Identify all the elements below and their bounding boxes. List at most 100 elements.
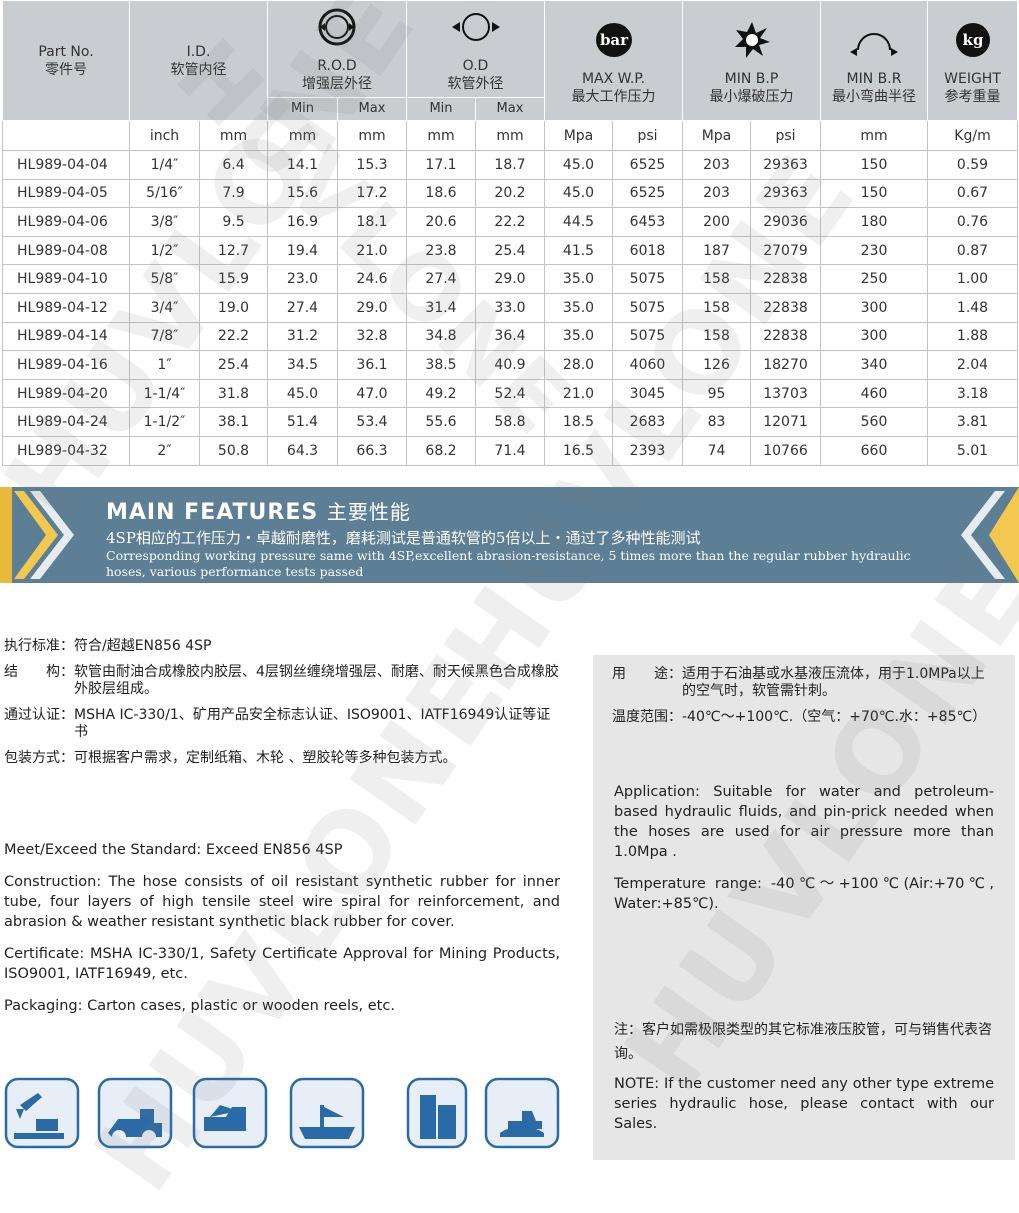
bend-icon — [850, 33, 898, 56]
header-cn: 软管内径 — [170, 61, 227, 78]
features-banner — [0, 487, 1019, 583]
table-cell: 158 — [682, 264, 751, 294]
unit-cell: Mpa — [544, 120, 613, 151]
table-cell: 32.8 — [337, 321, 407, 352]
item: 通过认证： MSHA IC-330/1、矿用产品安全标志认证、ISO9001、IA… — [4, 707, 560, 741]
table-cell: 74 — [682, 435, 751, 466]
table-cell: 5/16″ — [129, 178, 200, 209]
table-cell: 47.0 — [337, 378, 407, 409]
table-row: HL989-04-04 1/4″ 6.4 14.1 15.3 17.1 18.7 45.0 65… — [2, 150, 1018, 180]
part-no: HL989-04-12 — [2, 292, 130, 323]
icon-text: bar — [599, 31, 628, 49]
item-text: Suitable for water and petroleum-based h… — [614, 784, 995, 860]
item-label: Packaging: — [4, 998, 83, 1014]
subheader: Max — [337, 97, 407, 121]
table-cell: 29363 — [750, 150, 821, 180]
features-en: Corresponding working pressure same with… — [106, 548, 911, 579]
table-cell: 52.4 — [475, 378, 545, 409]
table-cell: 250 — [820, 264, 928, 294]
table-cell: 126 — [682, 350, 751, 380]
table-cell: 18.1 — [337, 207, 407, 237]
item-label: Application: — [614, 784, 700, 800]
item-label: Construction: — [4, 874, 102, 890]
table-cell: 2393 — [612, 435, 683, 466]
table-cell: 150 — [820, 150, 928, 180]
header-en: I.D. — [186, 43, 211, 60]
table-cell: 27.4 — [267, 292, 338, 323]
header-en: MAX W.P. — [581, 71, 646, 87]
table-cell: 58.8 — [475, 407, 545, 437]
header-cn: 最大工作压力 — [571, 89, 656, 105]
item-label: 通过认证： — [4, 707, 74, 723]
table-cell: 3045 — [612, 378, 683, 409]
table-cell: 22838 — [750, 264, 821, 294]
table-cell: 29.0 — [475, 264, 545, 294]
table-cell: 22.2 — [475, 207, 545, 237]
table-row: HL989-04-08 1/2″ 12.7 19.4 21.0 23.8 25.4 41.5 6… — [2, 235, 1018, 266]
table-cell: 5075 — [612, 264, 683, 294]
table-cell: 460 — [820, 378, 928, 409]
part-no: HL989-04-04 — [2, 150, 130, 180]
table-cell: 3/4″ — [129, 292, 200, 323]
table-body: inch mm mm mm mm mm Mpa psi Mpa psi mm Kg/m HL989-04… — [2, 120, 1018, 466]
table-cell: 29363 — [750, 178, 821, 209]
header-cn: 零件号 — [45, 61, 87, 78]
table-row: HL989-04-16 1″ 25.4 34.5 36.1 38.5 40.9 28.0 406… — [2, 350, 1018, 380]
table-cell: 45.0 — [544, 150, 613, 180]
table-cell: 660 — [820, 435, 928, 466]
left-cn: 执行标准： 符合/超越EN856 4SP 结 构： 软管由耐油合成橡胶内胶层、4层钢丝… — [4, 638, 560, 776]
table-cell: 5075 — [612, 292, 683, 323]
header-cn: 最小爆破压力 — [709, 89, 794, 105]
table-cell: 6525 — [612, 150, 683, 180]
table-cell: 21.0 — [544, 378, 613, 409]
table-cell: 5/8″ — [129, 264, 200, 294]
table-cell: 2.04 — [927, 350, 1018, 380]
table-cell: 560 — [820, 407, 928, 437]
table-cell: 68.2 — [406, 435, 476, 466]
part-no: HL989-04-24 — [2, 407, 130, 437]
table-cell: 35.0 — [544, 292, 613, 323]
table-cell: 49.2 — [406, 378, 476, 409]
table-cell: 19.0 — [199, 292, 268, 323]
table-cell: 187 — [682, 235, 751, 266]
rod-icon — [318, 8, 356, 46]
subheader: Max — [475, 97, 545, 121]
item-label: 用 途： — [612, 666, 682, 682]
table-cell: 34.5 — [267, 350, 338, 380]
right-box — [593, 655, 1015, 1160]
unit-cell: psi — [612, 120, 683, 151]
paragraph: Application: Suitable for water and petr… — [614, 782, 994, 862]
table-cell: 1-1/2″ — [129, 407, 200, 437]
item-label: 温度范围： — [612, 709, 682, 725]
table-row: HL989-04-05 5/16″ 7.9 15.6 17.2 18.6 20.2 45.0 6… — [2, 178, 1018, 209]
table-cell: 41.5 — [544, 235, 613, 266]
table-cell: 15.6 — [267, 178, 338, 209]
header-en: O.D — [462, 58, 489, 74]
item-text: 软管由耐油合成橡胶内胶层、4层钢丝缠绕增强层、耐磨、耐天候黑色合成橡胶外胶层组成… — [74, 664, 559, 697]
table-cell: 1.48 — [927, 292, 1018, 323]
unit-cell: mm — [337, 120, 407, 151]
table-cell: 18.5 — [544, 407, 613, 437]
table-cell: 27.4 — [406, 264, 476, 294]
note-en: NOTE: If the customer need any other typ… — [614, 1076, 994, 1132]
item-text: 可根据客户需求，定制纸箱、木轮 、塑胶轮等多种包装方式。 — [74, 750, 457, 766]
table-cell: 95 — [682, 378, 751, 409]
item-label: 包装方式： — [4, 750, 74, 766]
part-no: HL989-04-06 — [2, 207, 130, 237]
kg-icon: kg — [955, 23, 990, 57]
table-cell: 1.88 — [927, 321, 1018, 352]
table-cell: 31.4 — [406, 292, 476, 323]
part-no: HL989-04-08 — [2, 235, 130, 266]
unit-cell: mm — [406, 120, 476, 151]
table-cell: 20.6 — [406, 207, 476, 237]
table-cell: 158 — [682, 321, 751, 352]
item-text: MSHA IC-330/1、矿用产品安全标志认证、ISO9001、IATF169… — [74, 707, 551, 740]
bar-icon: bar — [595, 23, 632, 57]
table-row: HL989-04-14 7/8″ 22.2 31.2 32.8 34.8 36.4 35.0 5… — [2, 321, 1018, 352]
header-cn: 增强层外径 — [302, 76, 372, 92]
table-cell: 12.7 — [199, 235, 268, 266]
table-cell: 0.76 — [927, 207, 1018, 237]
table-cell: 203 — [682, 150, 751, 180]
